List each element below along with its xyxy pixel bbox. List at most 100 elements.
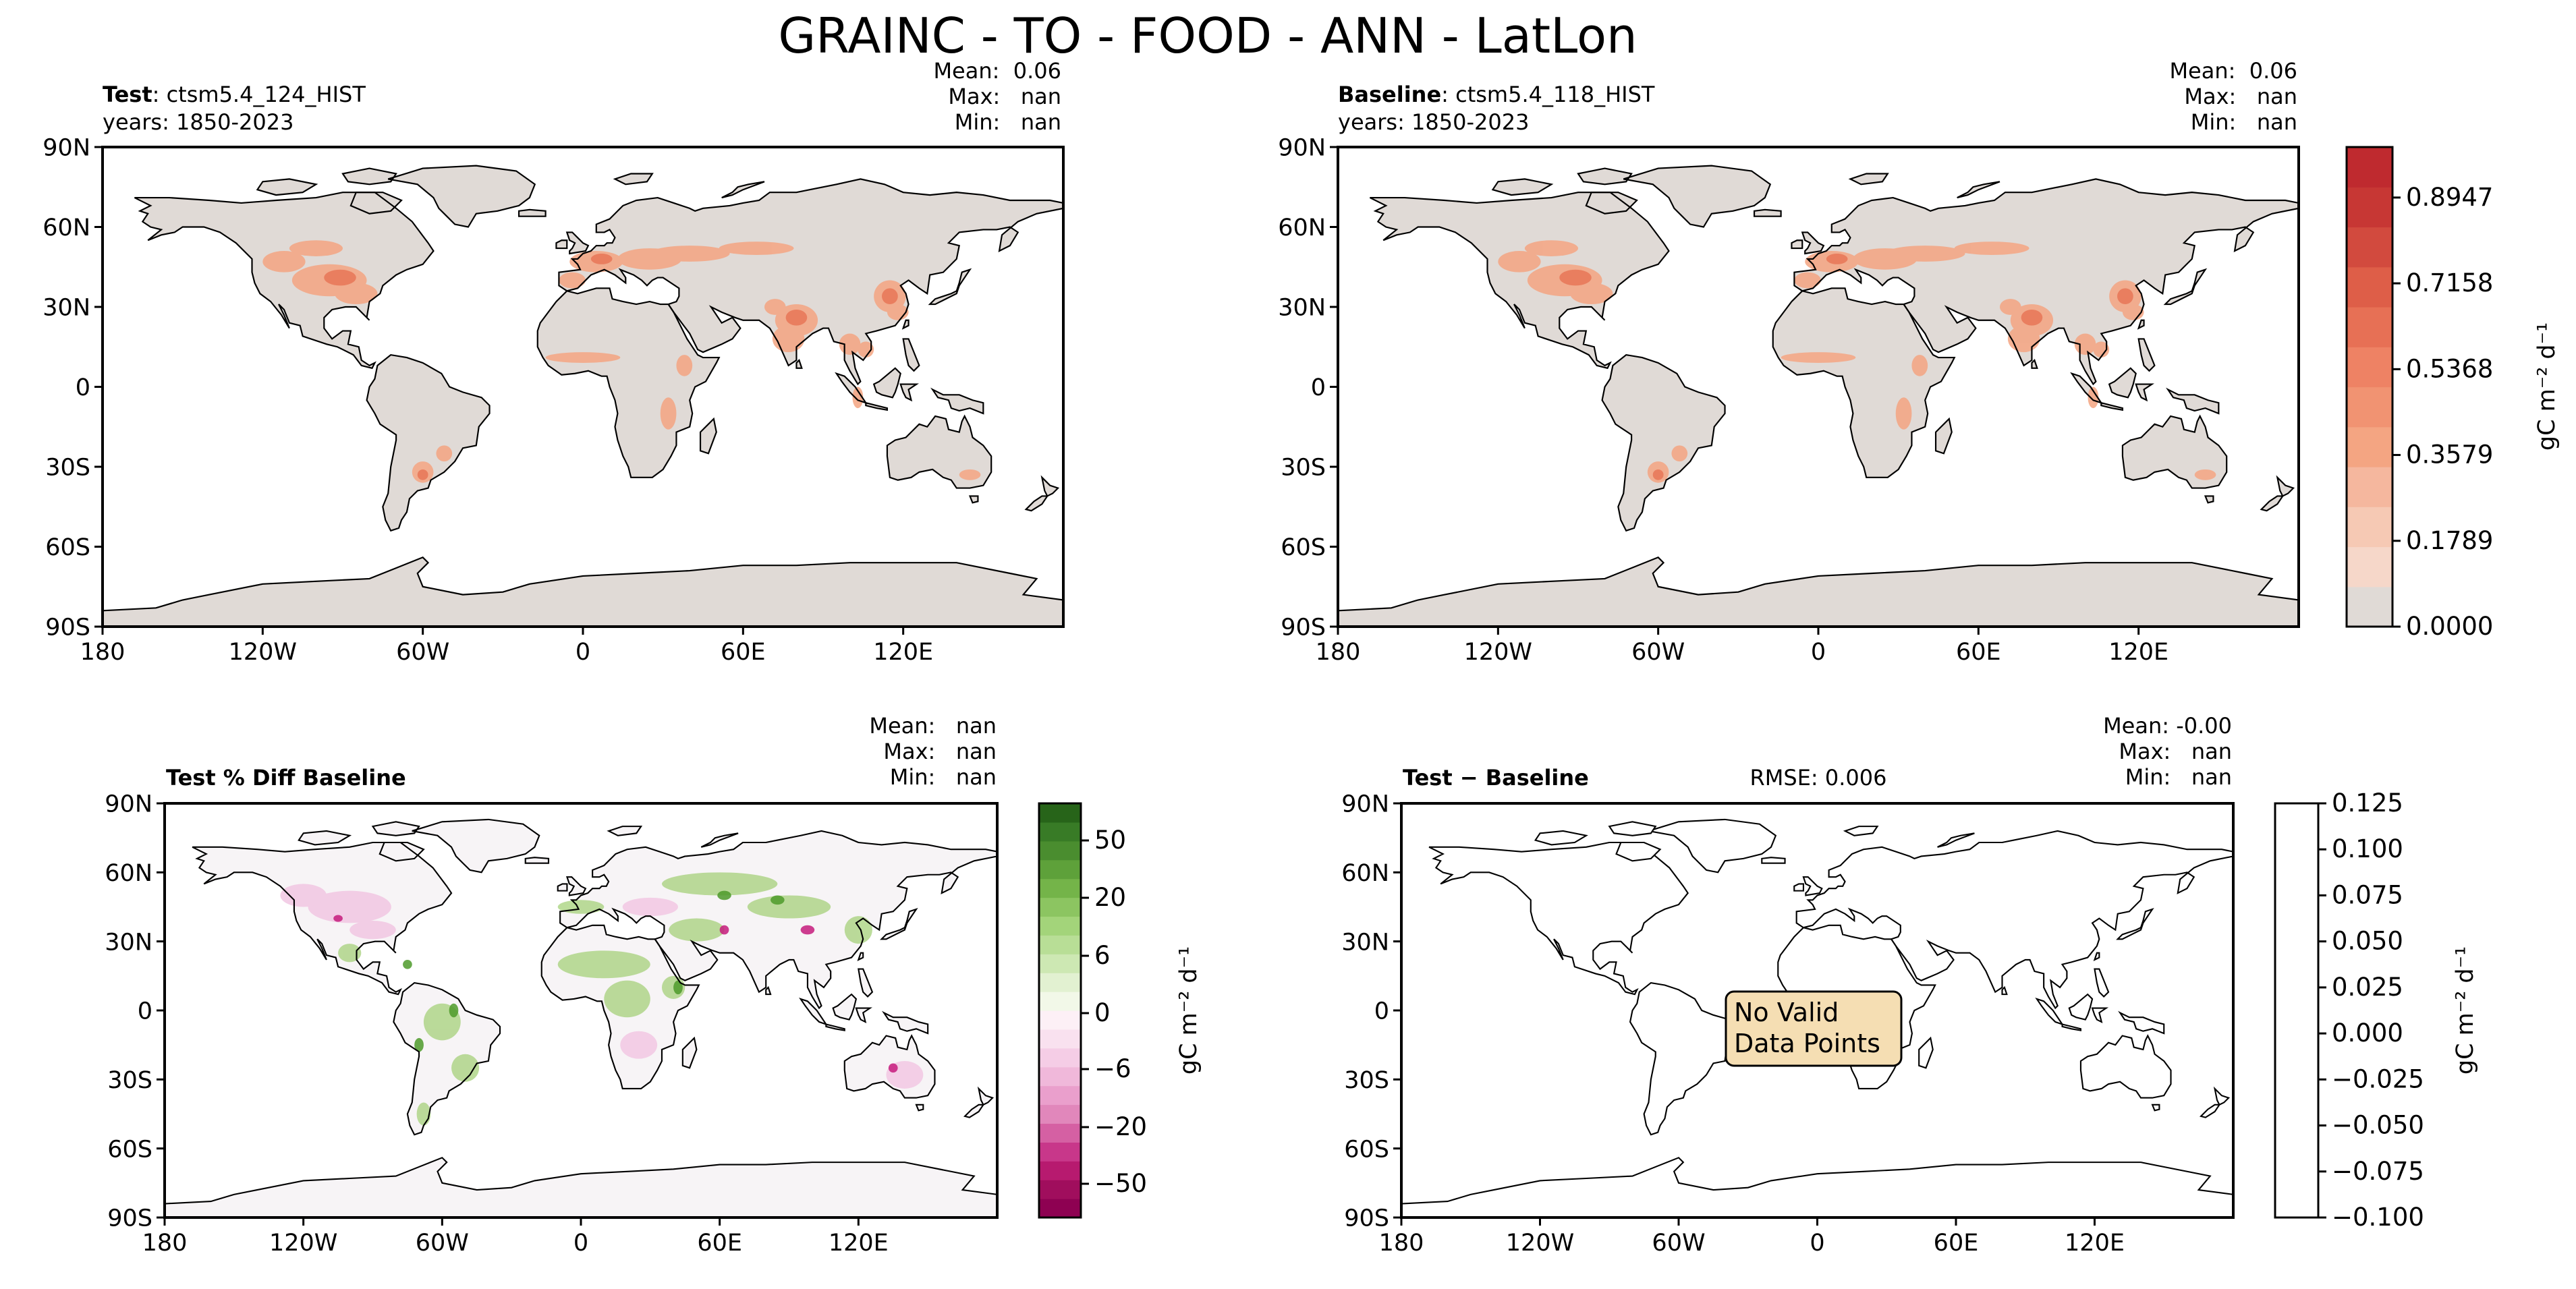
- colorbar-pctdiff-label: gC m⁻² d⁻¹: [1175, 946, 1202, 1075]
- panel-title-diff: Test − Baseline: [1403, 765, 1589, 791]
- colorbar-main-swatch: [2347, 386, 2392, 428]
- stat-mean-test: Mean: 0.06: [933, 58, 1061, 84]
- lon-tick-label: 180: [80, 639, 125, 666]
- colorbar-pctdiff-swatch: [1039, 1161, 1081, 1180]
- lat-axis-baseline: 90N 60N 30N 0 30S 60S 90S: [1278, 135, 1338, 641]
- lat-tick-label: 0: [138, 998, 152, 1025]
- colorbar-pctdiff-swatches: [1039, 803, 1081, 1218]
- panel-title-test: Test: ctsm5.4_124_HIST: [103, 82, 366, 107]
- colorbar-pctdiff-swatch: [1039, 897, 1081, 917]
- map-test: [103, 164, 1063, 627]
- stat-mean-diff: Mean: -0.00: [2103, 713, 2232, 739]
- colorbar-diff-tick-label: 0.075: [2332, 880, 2403, 909]
- colorbar-pctdiff-swatch: [1039, 916, 1081, 936]
- no-data-line1: No Valid: [1734, 998, 1839, 1027]
- colorbar-main-frame: [2345, 146, 2394, 628]
- panel-title-pctdiff: Test % Diff Baseline: [166, 765, 406, 791]
- no-data-line2: Data Points: [1734, 1029, 1880, 1058]
- panel-title-test-bold: Test: [103, 82, 152, 107]
- stat-max-test: Max: nan: [948, 84, 1061, 109]
- lon-tick-label: 60W: [396, 639, 449, 666]
- colorbar-pctdiff-swatch: [1039, 935, 1081, 954]
- colorbar-main-tick-label: 0.3579: [2406, 440, 2493, 469]
- lon-tick-label: 120W: [1464, 639, 1532, 666]
- panel-baseline: Baseline: ctsm5.4_118_HIST years: 1850-2…: [1278, 58, 2300, 666]
- colorbar-main-ticks: 0.0000 0.1789 0.3579 0.5368 0.7158 0.8947: [2392, 183, 2493, 641]
- colorbar-pctdiff: 50 20 6 0 −6 −20 −50 gC m⁻² d⁻¹: [1038, 802, 1202, 1219]
- colorbar-main-tick-label: 0.5368: [2406, 354, 2493, 383]
- colorbar-pctdiff-tick-label: 0: [1094, 998, 1111, 1027]
- lat-tick-label: 30S: [107, 1067, 152, 1094]
- colorbar-diff-tick-label: 0.125: [2332, 789, 2403, 818]
- lat-axis-diff: 90N 60N 30N 0 30S 60S 90S: [1341, 791, 1401, 1232]
- colorbar-pctdiff-swatch: [1039, 1085, 1081, 1106]
- lon-tick-label: 180: [1316, 639, 1361, 666]
- lat-tick-label: 90N: [43, 135, 90, 162]
- lat-tick-label: 90S: [45, 614, 90, 641]
- lat-tick-label: 60S: [1344, 1136, 1389, 1163]
- colorbar-main-swatch: [2347, 347, 2392, 388]
- stat-max-baseline: Max: nan: [2184, 84, 2297, 109]
- lon-axis-test: 180 120W 60W 0 60E 120E: [80, 627, 933, 666]
- colorbar-pctdiff-swatch: [1039, 973, 1081, 992]
- lon-tick-label: 60W: [1631, 639, 1685, 666]
- lat-tick-label: 90N: [1341, 791, 1389, 818]
- lat-tick-label: 90N: [105, 791, 152, 818]
- lon-axis-baseline: 180 120W 60W 0 60E 120E: [1316, 627, 2168, 666]
- stat-min-test: Min: nan: [955, 109, 1061, 135]
- panel-title-baseline-rest: : ctsm5.4_118_HIST: [1441, 82, 1655, 107]
- lat-tick-label: 60N: [1341, 860, 1389, 887]
- colorbar-diff-tick-label: 0.100: [2332, 834, 2403, 863]
- lat-tick-label: 60N: [1278, 214, 1326, 241]
- lat-axis-test: 90N 60N 30N 0 30S 60S 90S: [43, 135, 103, 641]
- lon-tick-label: 120E: [873, 639, 933, 666]
- lon-tick-label: 120E: [2065, 1230, 2125, 1257]
- colorbar-main-swatch: [2347, 467, 2392, 507]
- colorbar-pctdiff-frame: [1038, 802, 1082, 1219]
- panel-title-test-rest: : ctsm5.4_124_HIST: [152, 82, 366, 107]
- lat-tick-label: 90N: [1278, 135, 1326, 162]
- lat-tick-label: 60S: [107, 1136, 152, 1163]
- map-baseline: [1338, 164, 2299, 627]
- colorbar-pctdiff-swatch: [1039, 878, 1081, 898]
- colorbar-main-swatch: [2347, 307, 2392, 347]
- lon-tick-label: 120W: [229, 639, 297, 666]
- rmse-diff: RMSE: 0.006: [1750, 765, 1887, 791]
- colorbar-main-swatch: [2347, 586, 2392, 627]
- lat-tick-label: 0: [1374, 998, 1389, 1025]
- panel-pctdiff: Test % Diff Baseline Mean: nan Max: nan …: [105, 713, 999, 1257]
- lon-tick-label: 120W: [1506, 1230, 1574, 1257]
- map-pctdiff: [165, 818, 997, 1218]
- colorbar-pctdiff-swatch: [1039, 1104, 1081, 1124]
- lon-tick-label: 120E: [2108, 639, 2168, 666]
- no-data-message: No Valid Data Points: [1725, 990, 1903, 1067]
- lon-tick-label: 180: [142, 1230, 188, 1257]
- lon-tick-label: 0: [576, 639, 590, 666]
- colorbar-pctdiff-tick-label: −6: [1094, 1054, 1131, 1083]
- colorbar-main-tick-label: 0.0000: [2406, 612, 2493, 641]
- lon-tick-label: 180: [1379, 1230, 1424, 1257]
- lat-tick-label: 90S: [107, 1205, 152, 1232]
- lat-tick-label: 30S: [1344, 1067, 1389, 1094]
- colorbar-main-tick-label: 0.1789: [2406, 526, 2493, 555]
- colorbar-pctdiff-tick-label: 50: [1094, 826, 1126, 855]
- colorbar-pctdiff-swatch: [1039, 1142, 1081, 1162]
- lon-tick-label: 60E: [1934, 1230, 1979, 1257]
- colorbar-main-swatch: [2347, 546, 2392, 588]
- colorbar-pctdiff-swatch: [1039, 1066, 1081, 1087]
- stat-min-pctdiff: Min: nan: [890, 764, 997, 790]
- crop-hotspots-baseline-strong: [1559, 254, 2133, 480]
- lon-tick-label: 0: [573, 1230, 588, 1257]
- colorbar-main-swatch: [2347, 227, 2392, 268]
- lon-tick-label: 60W: [416, 1230, 469, 1257]
- colorbar-pctdiff-swatch: [1039, 1010, 1081, 1030]
- colorbar-diff-tick-label: −0.025: [2332, 1064, 2424, 1093]
- stat-min-diff: Min: nan: [2125, 764, 2232, 790]
- panel-diff: Test − Baseline RMSE: 0.006 Mean: -0.00 …: [1341, 713, 2235, 1257]
- lat-tick-label: 60S: [1281, 534, 1326, 561]
- colorbar-pctdiff-tick-label: −50: [1094, 1169, 1147, 1198]
- lat-tick-label: 0: [76, 374, 90, 401]
- stat-mean-baseline: Mean: 0.06: [2169, 58, 2297, 84]
- lat-tick-label: 60N: [43, 214, 90, 241]
